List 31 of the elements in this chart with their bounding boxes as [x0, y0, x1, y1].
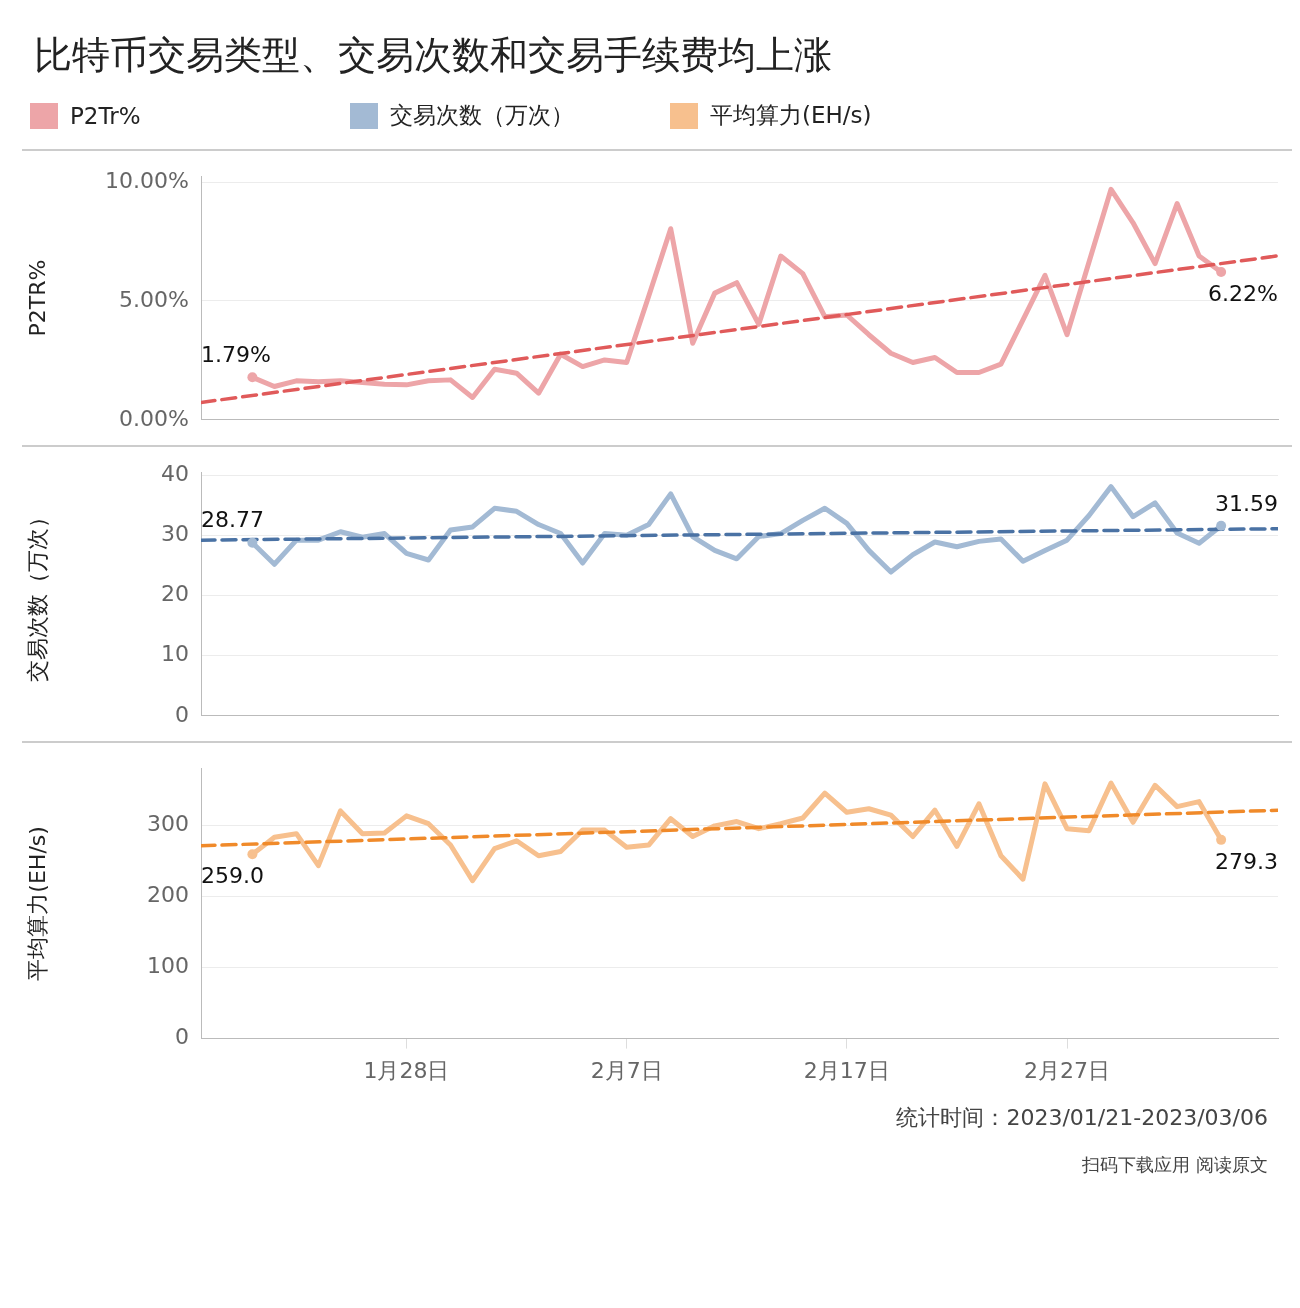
y-tick-label: 300 [147, 810, 189, 836]
y-tick-label: 0 [175, 701, 189, 727]
y-axis-title: 交易次数（万次） [24, 506, 50, 682]
annotation: 1.79% [201, 341, 271, 367]
y-tick-label: 30 [161, 521, 189, 547]
y-tick-label: 200 [147, 882, 189, 907]
legend-label: P2Tr% [70, 102, 141, 129]
chart-title: 比特币交易类型、交易次数和交易手续费均上涨 [33, 32, 833, 79]
legend-label: 平均算力(EH/s) [710, 101, 872, 130]
y-axis-title: 平均算力(EH/s) [24, 826, 50, 981]
legend-label: 交易次数（万次） [390, 101, 574, 130]
y-tick-label: 5.00% [119, 286, 189, 312]
x-tick-label: 2月17日 [803, 1057, 890, 1083]
y-tick-label: 10.00% [105, 167, 189, 193]
x-tick-label: 2月7日 [590, 1057, 663, 1083]
x-tick-label: 2月27日 [1024, 1057, 1110, 1083]
y-tick-label: 40 [161, 460, 189, 486]
y-axis-title: P2TR% [24, 259, 50, 337]
y-tick-label: 20 [161, 581, 189, 607]
y-tick-label: 0.00% [119, 405, 189, 431]
y-tick-label: 10 [161, 641, 189, 667]
annotation: 279.3 [1215, 848, 1278, 874]
text: 统计时间：2023/01/21-2023/03/06 [896, 1104, 1268, 1132]
y-tick-label: 100 [147, 953, 189, 979]
annotation: 31.59 [1215, 490, 1278, 516]
annotation: 28.77 [201, 507, 264, 533]
annotation: 6.22% [1208, 280, 1278, 306]
annotation: 259.0 [201, 863, 264, 889]
y-tick-label: 0 [175, 1024, 189, 1050]
text: 扫码下载应用 阅读原文 [1082, 1153, 1268, 1177]
x-tick-label: 1月28日 [363, 1057, 450, 1083]
